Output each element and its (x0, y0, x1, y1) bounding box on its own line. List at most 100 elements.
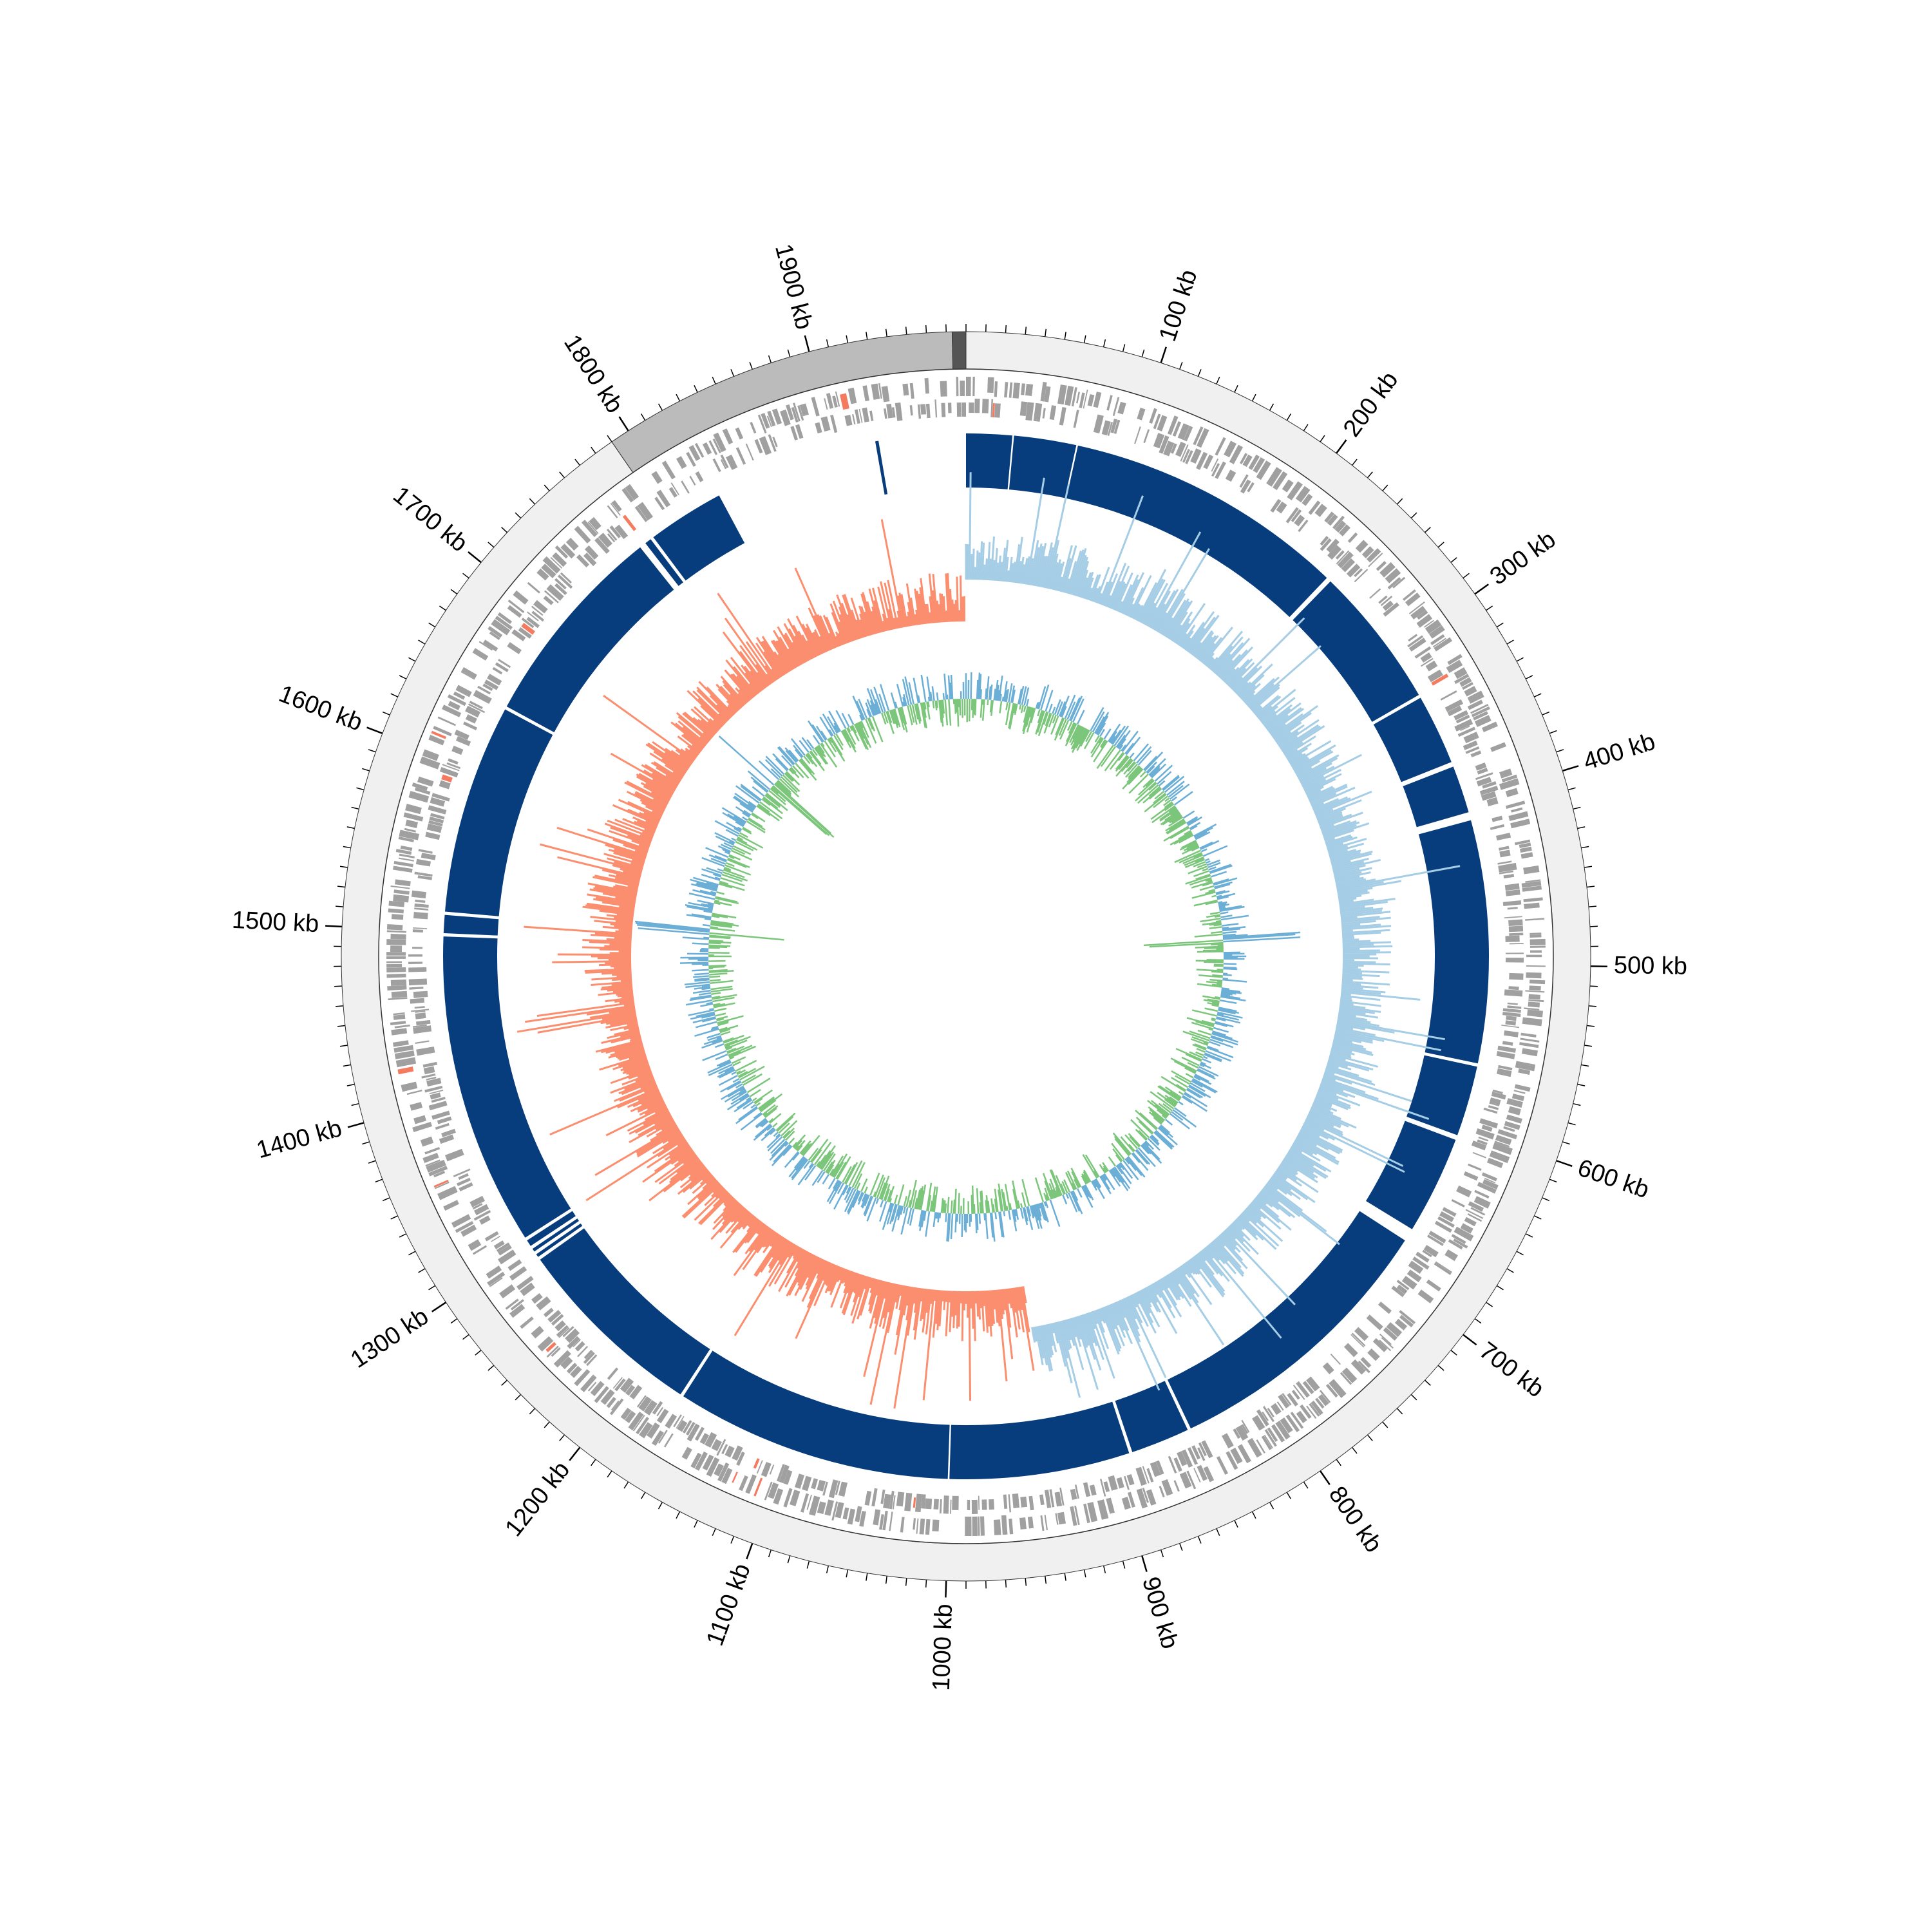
gc-content-bar (896, 1205, 902, 1217)
gene-feature (416, 1019, 431, 1026)
gc-content-bar (1059, 696, 1070, 717)
gc-content-bar (809, 751, 825, 772)
gene-feature (1515, 1061, 1536, 1072)
gc-content-bar (1066, 1170, 1077, 1189)
gene-feature (1497, 1129, 1518, 1140)
gc-skew-bar (618, 799, 661, 820)
gc-content-bar (1158, 1103, 1171, 1113)
gc-content-bar (775, 781, 792, 797)
gc-content-bar (987, 699, 989, 706)
gc-skew-bar (556, 826, 647, 857)
gene-feature (406, 1090, 422, 1095)
gc-content-bar (1048, 1182, 1056, 1198)
gene-feature (1266, 467, 1282, 487)
gc-content-bar (1045, 1201, 1049, 1209)
gc-content-bar (743, 1101, 754, 1110)
minor-tick (1160, 1549, 1164, 1558)
gene-feature (507, 642, 522, 654)
gc-skew-bar (936, 600, 940, 623)
gene-feature (1320, 538, 1332, 551)
gene-feature (421, 1073, 436, 1079)
gc-skew-bar (1226, 658, 1253, 686)
minor-tick (846, 335, 849, 343)
gc-skew-bar (1256, 696, 1282, 717)
gc-content-bar (819, 1145, 836, 1169)
gc-content-bar (718, 735, 775, 786)
gene-feature (909, 405, 913, 416)
gc-content-bar (747, 770, 771, 790)
gc-skew-bar (1113, 583, 1127, 611)
gene-feature (428, 1166, 448, 1177)
gc-content-bar (811, 1149, 822, 1163)
gc-content-bar (1159, 807, 1177, 820)
gene-feature (1146, 1489, 1157, 1506)
gc-skew-bar (1341, 920, 1376, 925)
gene-feature (745, 443, 754, 461)
gc-skew-bar (878, 1282, 891, 1327)
minor-tick (712, 1528, 716, 1536)
gc-skew-bar (1341, 982, 1361, 986)
gc-content-bar (1037, 710, 1043, 724)
gc-content-bar (946, 1213, 950, 1242)
gc-content-bar (1195, 857, 1205, 863)
gc-content-bar (1193, 860, 1206, 867)
gc-skew-bar (1331, 1046, 1352, 1053)
gc-skew-bar (612, 804, 659, 826)
gc-skew-bar (1296, 1136, 1336, 1159)
gc-content-bar (742, 828, 752, 835)
gc-skew-bar (1304, 773, 1342, 793)
gc-content-bar (1175, 1048, 1202, 1061)
gc-content-bar (904, 676, 913, 705)
gc-skew-bar (1309, 783, 1348, 802)
gc-skew-bar (1032, 1327, 1037, 1342)
gc-skew-bar (1001, 547, 1007, 582)
gc-skew-bar (896, 617, 901, 629)
gc-content-bar (873, 1191, 876, 1197)
gc-skew-bar (1339, 898, 1396, 907)
gc-content-bar (1094, 735, 1100, 743)
gc-content-bar (1221, 990, 1236, 995)
gc-content-bar (1118, 756, 1130, 770)
gc-skew-bar (1253, 1198, 1292, 1231)
gene-feature (428, 820, 443, 827)
gc-content-bar (1168, 813, 1182, 823)
gc-content-bar (1138, 1121, 1153, 1135)
gc-skew-bar (1173, 618, 1191, 643)
gene-feature (442, 705, 462, 717)
gene-feature (780, 409, 791, 426)
gene-feature (1247, 482, 1255, 493)
gc-skew-bar (1242, 683, 1261, 701)
gene-feature (1463, 1171, 1479, 1181)
minor-tick (375, 1179, 383, 1183)
gc-content-bar (788, 750, 799, 762)
gc-skew-bar (586, 1006, 636, 1016)
gc-skew-bar (682, 1170, 710, 1193)
gc-content-bar (1164, 797, 1170, 802)
gc-content-bar (732, 847, 746, 855)
gene-feature (706, 1457, 720, 1477)
gc-skew-bar (813, 615, 831, 651)
gc-content-bar (1204, 1052, 1222, 1061)
minor-tick (574, 459, 580, 466)
gc-skew-bar (822, 614, 838, 648)
gc-content-bar (721, 807, 747, 823)
gene-feature (1222, 1433, 1234, 1449)
gc-content-bar (880, 1183, 889, 1200)
gc-content-bar (723, 842, 734, 848)
gc-skew-bar (835, 636, 841, 647)
gc-skew-bar (1289, 753, 1306, 764)
gene-feature (1298, 519, 1309, 533)
gene-feature (1039, 1494, 1045, 1506)
gc-skew-bar (608, 848, 646, 862)
gc-content-bar (1100, 746, 1117, 767)
gc-skew-bar (1142, 602, 1156, 625)
gc-content-bar (1005, 702, 1009, 710)
gc-content-bar (1043, 1201, 1047, 1207)
gene-feature (1240, 479, 1251, 494)
gene-feature (966, 377, 971, 397)
gc-content-bar (1112, 1132, 1132, 1155)
gene-feature (1490, 824, 1505, 830)
gc-content-bar (887, 710, 893, 723)
gc-skew-bar (1325, 1068, 1376, 1086)
gc-content-bar (1151, 805, 1176, 824)
